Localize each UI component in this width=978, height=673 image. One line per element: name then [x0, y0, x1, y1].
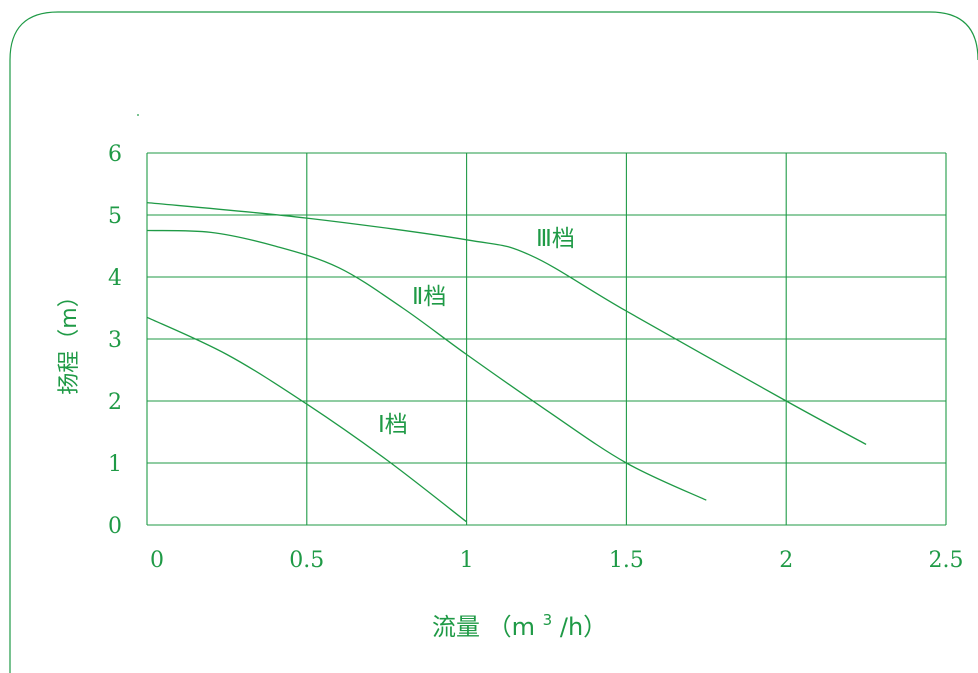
y-tick-label-1: 1 — [108, 452, 122, 477]
curve-series-1 — [146, 316, 467, 523]
y-tick-label-3: 3 — [108, 328, 122, 353]
y-tick-labels: 0 1 2 3 4 5 6 — [108, 142, 122, 539]
y-axis-label: 扬程（m） — [57, 285, 82, 394]
x-tick-label-1: 0.5 — [289, 548, 324, 573]
x-axis-label-name: 流量 — [432, 613, 480, 641]
x-tick-label-0: 0 — [150, 548, 164, 573]
y-tick-label-5: 5 — [108, 204, 122, 229]
stray-dot — [137, 114, 139, 116]
y-tick-label-2: 2 — [108, 390, 122, 415]
x-tick-label-4: 2 — [779, 548, 793, 573]
y-tick-label-4: 4 — [108, 266, 122, 291]
x-axis-label: 流量 （m 3 /h） — [432, 603, 607, 641]
x-axis-label-unit-close: /h） — [560, 613, 607, 641]
curve-label-gear-1: Ⅰ档 — [378, 412, 408, 438]
curve-label-gear-2: Ⅱ档 — [412, 284, 446, 310]
x-tick-label-5: 2.5 — [929, 548, 964, 573]
x-axis-label-unit-sup: 3 — [543, 611, 553, 629]
x-axis-label-unit-open: （m — [488, 613, 535, 641]
x-tick-label-2: 1 — [460, 548, 474, 573]
x-tick-label-3: 1.5 — [609, 548, 644, 573]
curve-series-2 — [146, 229, 707, 501]
curves — [146, 201, 867, 523]
curve-label-gear-3: Ⅲ档 — [536, 226, 575, 252]
x-tick-labels: 0 0.5 1 1.5 2 2.5 — [150, 548, 964, 573]
grid — [146, 152, 947, 526]
curve-series-3 — [146, 201, 867, 445]
y-tick-label-6: 6 — [108, 142, 122, 167]
chart-frame — [9, 11, 978, 673]
y-tick-label-0: 0 — [108, 514, 122, 539]
